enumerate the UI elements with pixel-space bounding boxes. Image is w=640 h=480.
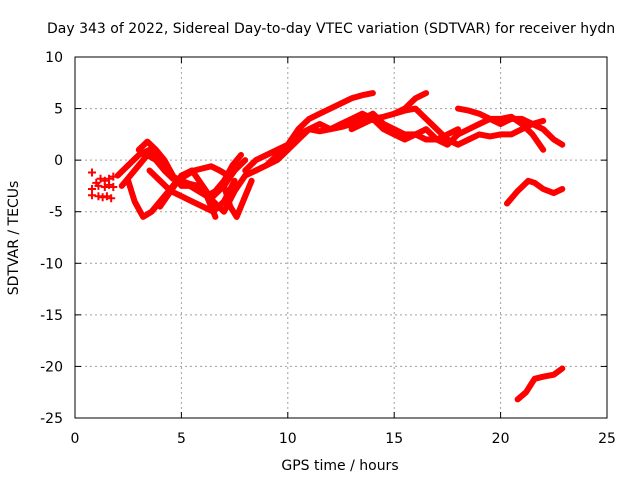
y-tick-label: -5	[49, 205, 63, 221]
data-series	[114, 90, 566, 403]
y-tick-label: 10	[45, 50, 63, 66]
scatter-point	[94, 181, 103, 190]
series-track-13	[455, 105, 547, 133]
x-tick-label: 15	[385, 431, 403, 447]
x-tick-label: 5	[177, 431, 186, 447]
x-tick-label: 0	[71, 431, 80, 447]
series-track-14	[540, 126, 566, 148]
y-axis-ticks: 10 5 0 -5 -10 -15 -20 -25	[40, 50, 607, 427]
scatter-point	[109, 172, 118, 181]
grid-lines	[75, 57, 607, 418]
scatter-point	[107, 194, 116, 203]
y-tick-label: 0	[54, 153, 63, 169]
x-axis-ticks: 0 5 10 15 20 25	[71, 57, 616, 447]
chart-title: Day 343 of 2022, Sidereal Day-to-day VTE…	[47, 21, 615, 37]
scatter-point	[88, 191, 97, 200]
y-tick-label: -15	[40, 308, 63, 324]
scatter-point	[102, 192, 111, 201]
plot-frame	[74, 56, 608, 419]
series-track-10	[263, 110, 461, 169]
x-axis-label: GPS time / hours	[281, 458, 398, 474]
scatter-point	[88, 168, 97, 177]
series-track-15	[504, 177, 566, 207]
y-tick-label: -25	[40, 411, 63, 427]
x-tick-label: 25	[598, 431, 616, 447]
series-track-4	[135, 138, 244, 200]
x-tick-label: 20	[492, 431, 510, 447]
scatter-point	[109, 182, 118, 191]
y-axis-label: SDTVAR / TECUs	[6, 181, 22, 296]
scatter-point	[94, 192, 103, 201]
y-tick-label: -20	[40, 359, 63, 375]
series-track-7	[221, 177, 255, 220]
y-tick-label: 5	[54, 102, 63, 118]
scatter-point	[105, 180, 114, 189]
series-track-12	[391, 105, 547, 148]
scatter-markers	[88, 168, 118, 203]
series-track-2	[118, 152, 219, 220]
series-track-8	[242, 90, 376, 174]
scatter-point	[96, 174, 105, 183]
series-track-6	[157, 167, 259, 215]
scatter-point	[100, 182, 109, 191]
scatter-point	[98, 193, 107, 202]
y-tick-label: -10	[40, 256, 63, 272]
series-track-16	[514, 365, 566, 403]
x-tick-label: 10	[279, 431, 297, 447]
